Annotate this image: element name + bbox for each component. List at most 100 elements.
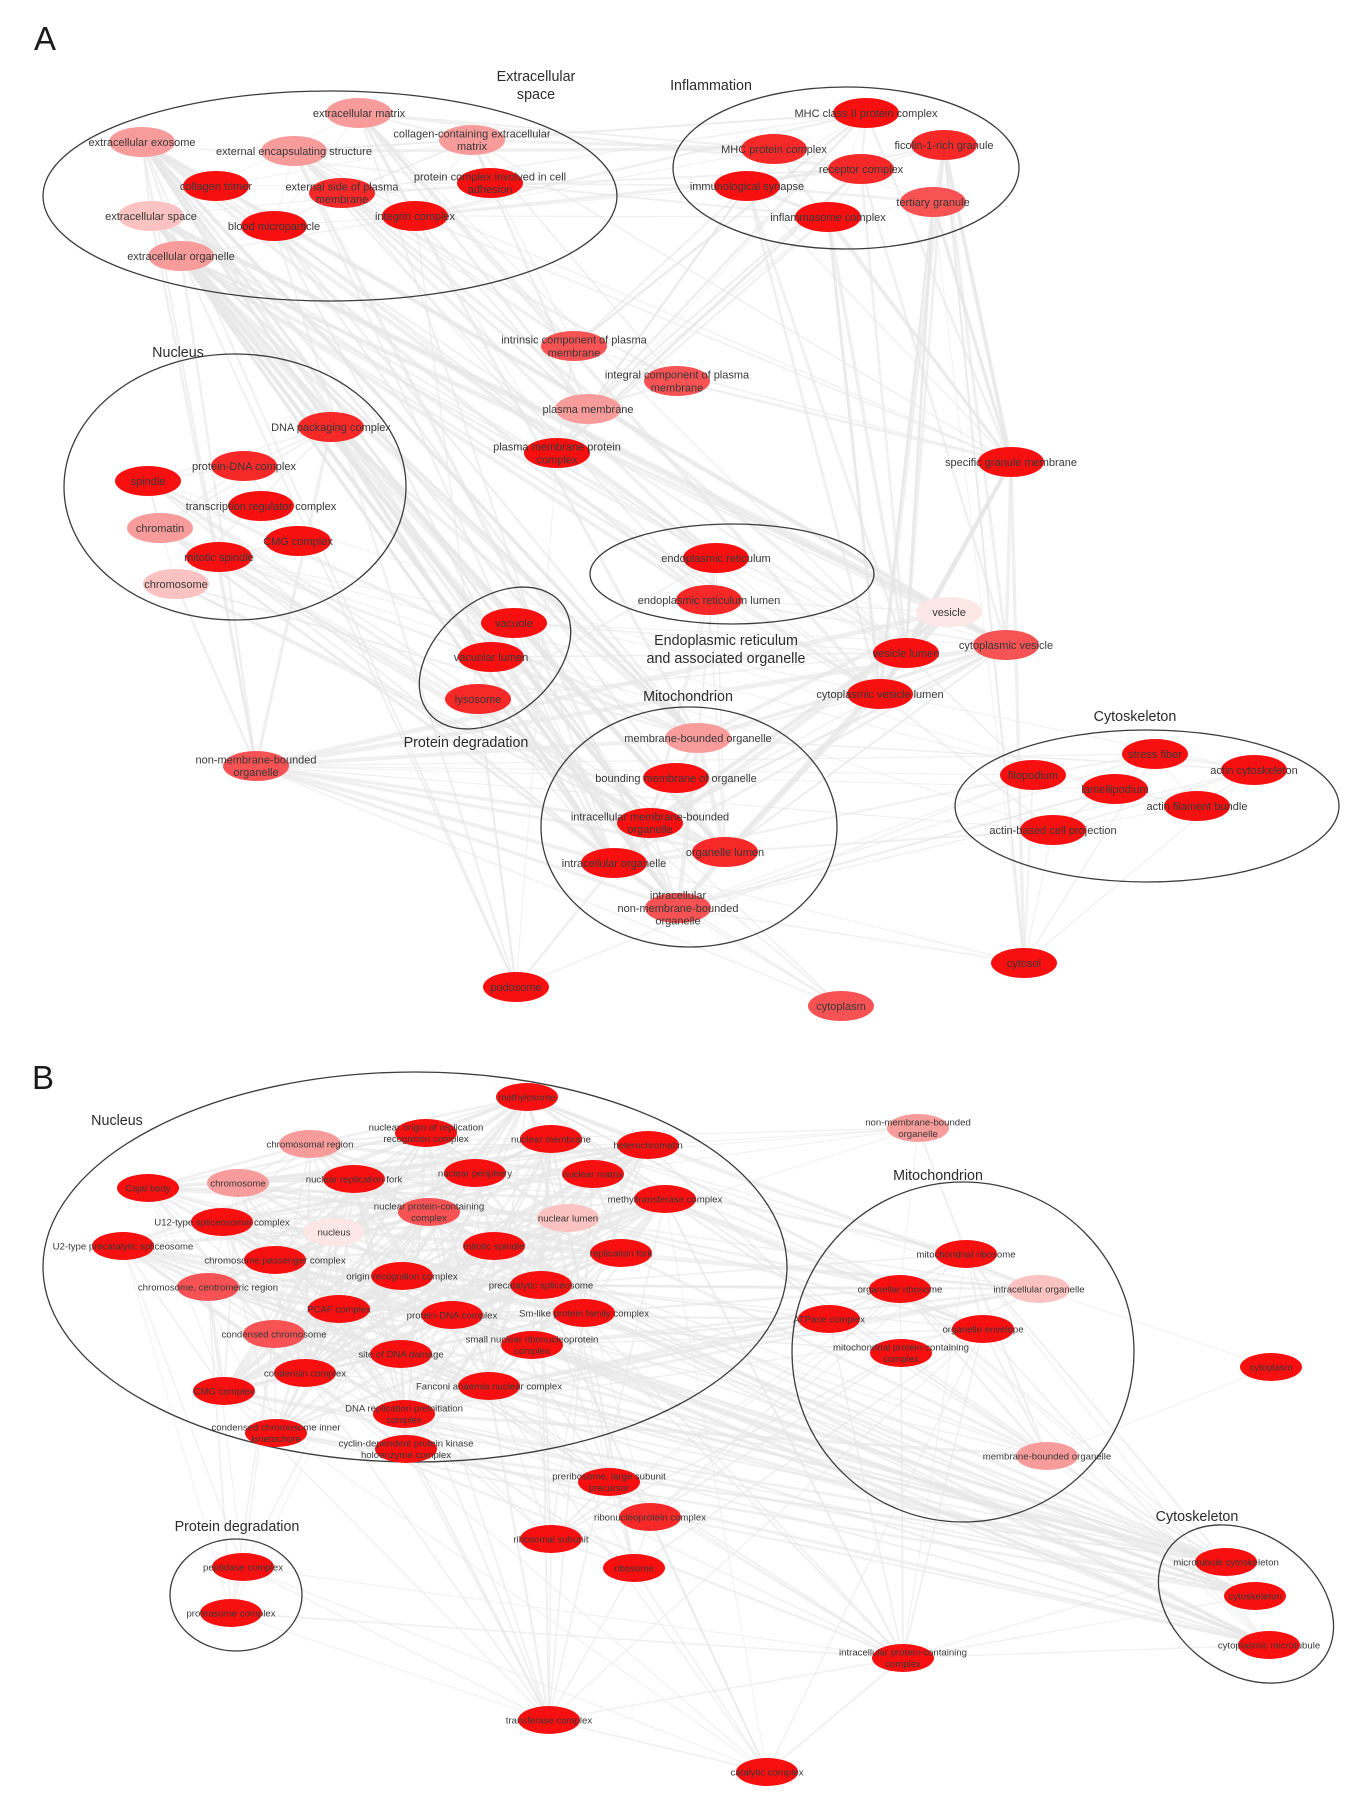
svg-text:PCAF complex: PCAF complex	[307, 1304, 371, 1315]
svg-text:cytoplasmic vesicle lumen: cytoplasmic vesicle lumen	[816, 689, 943, 701]
svg-text:organelle: organelle	[898, 1129, 937, 1140]
svg-text:complex: complex	[514, 1346, 550, 1357]
svg-text:MHC protein complex: MHC protein complex	[721, 144, 827, 156]
svg-text:lysosome: lysosome	[455, 694, 501, 706]
svg-text:Protein degradation: Protein degradation	[404, 735, 529, 751]
svg-text:endoplasmic reticulum lumen: endoplasmic reticulum lumen	[638, 595, 780, 607]
svg-text:collagen trimer: collagen trimer	[180, 181, 252, 193]
svg-text:protein-DNA complex: protein-DNA complex	[407, 1310, 498, 1321]
svg-text:mitotic spindle: mitotic spindle	[184, 552, 254, 564]
svg-text:external encapsulating structu: external encapsulating structure	[216, 146, 372, 158]
svg-text:CMG complex: CMG complex	[194, 1386, 255, 1397]
svg-text:preribosome, large subunit: preribosome, large subunit	[552, 1472, 666, 1483]
svg-text:ribonucleoprotein complex: ribonucleoprotein complex	[594, 1512, 706, 1523]
svg-text:peptidase complex: peptidase complex	[203, 1562, 283, 1573]
svg-text:Endoplasmic reticulum: Endoplasmic reticulum	[654, 633, 798, 649]
svg-text:lamellipodium: lamellipodium	[1081, 784, 1148, 796]
svg-text:protein-DNA complex: protein-DNA complex	[192, 461, 296, 473]
svg-text:complex: complex	[386, 1415, 422, 1426]
svg-text:membrane: membrane	[316, 194, 369, 206]
svg-text:nuclear replication fork: nuclear replication fork	[306, 1174, 403, 1185]
svg-text:intracellular membrane-bounded: intracellular membrane-bounded	[571, 812, 729, 824]
svg-text:collagen-containing extracellu: collagen-containing extracellular	[393, 128, 550, 140]
svg-text:non-membrane-bounded: non-membrane-bounded	[195, 755, 316, 767]
svg-text:cytoplasm: cytoplasm	[1249, 1362, 1292, 1373]
svg-text:organelle: organelle	[233, 767, 278, 779]
svg-text:membrane-bounded organelle: membrane-bounded organelle	[983, 1451, 1112, 1462]
svg-text:filopodium: filopodium	[1008, 770, 1058, 782]
svg-text:integrin complex: integrin complex	[375, 211, 456, 223]
svg-text:chromosomal region: chromosomal region	[267, 1139, 354, 1150]
svg-text:plasma membrane: plasma membrane	[542, 404, 633, 416]
svg-text:extracellular matrix: extracellular matrix	[313, 108, 406, 120]
svg-text:U2-type precatalytic spliceoso: U2-type precatalytic spliceosome	[53, 1241, 194, 1252]
svg-text:proteasome complex: proteasome complex	[186, 1608, 275, 1619]
svg-text:Protein degradation: Protein degradation	[175, 1519, 300, 1535]
svg-text:Cytoskeleton: Cytoskeleton	[1094, 709, 1177, 725]
svg-text:precursor: precursor	[589, 1483, 630, 1494]
svg-text:intrinsic component of plasma: intrinsic component of plasma	[501, 335, 647, 347]
svg-text:podosome: podosome	[490, 982, 541, 994]
svg-text:B: B	[32, 1059, 54, 1096]
svg-text:nuclear lumen: nuclear lumen	[538, 1213, 598, 1224]
svg-text:matrix: matrix	[457, 141, 487, 153]
svg-text:ribosomal subunit: ribosomal subunit	[513, 1534, 589, 1545]
svg-text:cytoplasmic vesicle: cytoplasmic vesicle	[959, 640, 1053, 652]
svg-text:intracellular: intracellular	[650, 890, 707, 902]
svg-text:immunological synapse: immunological synapse	[690, 181, 804, 193]
svg-text:membrane-bounded organelle: membrane-bounded organelle	[624, 733, 771, 745]
svg-text:nuclear origin of replication: nuclear origin of replication	[369, 1123, 484, 1134]
svg-text:DNA packaging complex: DNA packaging complex	[271, 422, 391, 434]
svg-text:ribosome: ribosome	[614, 1563, 653, 1574]
svg-text:kinetochore: kinetochore	[251, 1434, 301, 1445]
svg-text:adhesion: adhesion	[468, 184, 513, 196]
svg-text:Cajal body: Cajal body	[125, 1183, 171, 1194]
svg-text:U12-type spliceosomal complex: U12-type spliceosomal complex	[154, 1217, 290, 1228]
svg-text:membrane: membrane	[651, 382, 704, 394]
svg-text:mitochondrial ribosome: mitochondrial ribosome	[916, 1249, 1015, 1260]
svg-text:organelle lumen: organelle lumen	[686, 847, 764, 859]
svg-text:small nuclear ribonucleoprotei: small nuclear ribonucleoprotein	[466, 1335, 599, 1346]
svg-text:condensed chromosome: condensed chromosome	[221, 1329, 326, 1340]
svg-text:chromatin: chromatin	[136, 523, 184, 535]
svg-text:methylosome: methylosome	[498, 1092, 555, 1103]
svg-text:Mitochondrion: Mitochondrion	[893, 1168, 983, 1184]
svg-text:MHC class II protein complex: MHC class II protein complex	[794, 108, 938, 120]
svg-text:complex: complex	[885, 1659, 921, 1670]
svg-text:A: A	[34, 20, 56, 57]
svg-text:integral component of plasma: integral component of plasma	[605, 370, 750, 382]
svg-text:actin cytoskeleton: actin cytoskeleton	[1210, 765, 1297, 777]
svg-text:ATPase complex: ATPase complex	[793, 1314, 865, 1325]
svg-text:external side of plasma: external side of plasma	[285, 181, 399, 193]
svg-text:vacuolar lumen: vacuolar lumen	[454, 652, 529, 664]
svg-text:complex: complex	[411, 1213, 447, 1224]
svg-text:inflammasome complex: inflammasome complex	[770, 212, 886, 224]
svg-text:nuclear periphery: nuclear periphery	[438, 1168, 512, 1179]
svg-text:DNA replication preinitiation: DNA replication preinitiation	[345, 1404, 463, 1415]
svg-text:blood microparticle: blood microparticle	[228, 221, 320, 233]
svg-text:nucleus: nucleus	[317, 1227, 350, 1238]
svg-text:Mitochondrion: Mitochondrion	[643, 689, 733, 705]
svg-text:nuclear matrix: nuclear matrix	[563, 1169, 623, 1180]
svg-text:actin-based cell projection: actin-based cell projection	[989, 825, 1116, 837]
svg-text:intracellular organelle: intracellular organelle	[562, 858, 667, 870]
svg-text:actin filament bundle: actin filament bundle	[1147, 801, 1248, 813]
svg-text:extracellular space: extracellular space	[105, 211, 197, 223]
svg-text:cyclin-dependent protein kinas: cyclin-dependent protein kinase	[339, 1439, 474, 1450]
svg-text:Sm-like protein family complex: Sm-like protein family complex	[519, 1308, 649, 1319]
svg-text:non-membrane-bounded: non-membrane-bounded	[617, 903, 738, 915]
svg-text:vacuole: vacuole	[495, 618, 533, 630]
svg-text:bounding membrane of organelle: bounding membrane of organelle	[595, 773, 756, 785]
svg-text:complex: complex	[883, 1354, 919, 1365]
svg-text:cytoplasm: cytoplasm	[816, 1001, 866, 1013]
svg-text:nuclear protein-containing: nuclear protein-containing	[374, 1202, 484, 1213]
svg-text:Nucleus: Nucleus	[152, 345, 204, 361]
svg-text:Extracellular: Extracellular	[497, 69, 576, 85]
svg-text:extracellular organelle: extracellular organelle	[127, 251, 235, 263]
svg-text:plasma membrane protein: plasma membrane protein	[493, 442, 621, 454]
svg-text:mitochondrial protein-containi: mitochondrial protein-containing	[833, 1343, 969, 1354]
svg-text:endoplasmic reticulum: endoplasmic reticulum	[661, 553, 770, 565]
svg-text:ficolin-1-rich granule: ficolin-1-rich granule	[894, 140, 993, 152]
svg-text:protein complex involved in ce: protein complex involved in cell	[414, 171, 566, 183]
svg-text:extracellular exosome: extracellular exosome	[89, 137, 196, 149]
